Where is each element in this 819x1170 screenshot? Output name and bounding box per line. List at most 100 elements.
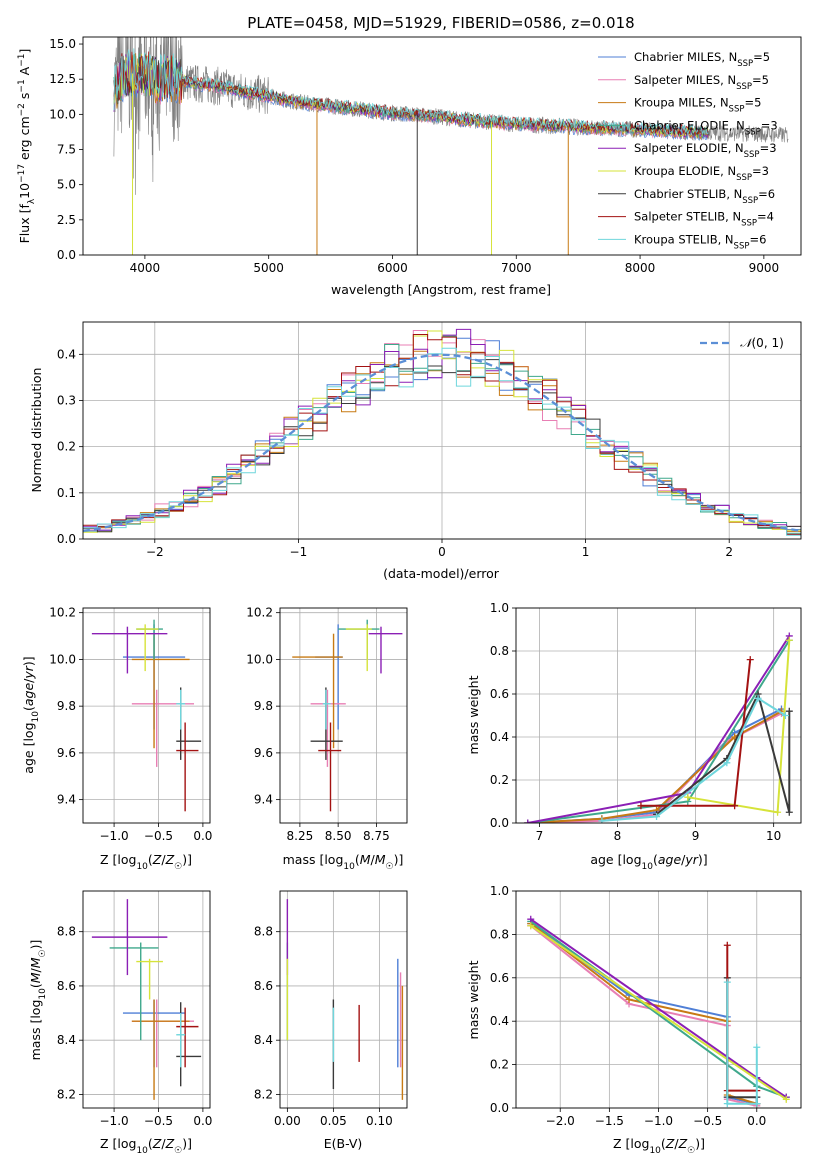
x-tick-label: −1.5 [595,1114,624,1128]
label-part: Z [665,1136,675,1151]
label-part: ( [661,1136,666,1151]
label-part: ☉ [386,862,394,872]
x-tick-label: 8000 [625,261,656,275]
y-tick-label: 2.5 [57,213,76,227]
label-part: 10 [136,1146,148,1156]
x-tick-label: 0.0 [193,1114,212,1128]
y-tick-label: 1.0 [490,884,509,898]
weight-marker [723,941,731,949]
label-part: 10 [38,988,48,1000]
y-tick-label: 7.5 [57,143,76,157]
legend-label: Salpeter ELODIE, NSSP=3 [634,141,777,160]
legend-label: Salpeter STELIB, NSSP=4 [634,210,774,229]
y-tick-label: 10.0 [49,652,76,666]
weight-marker [625,996,633,1003]
x-tick-label: 0.0 [747,1114,766,1128]
weight-line [530,922,758,1105]
label-part: ☉ [687,1146,695,1156]
legend-count: =4 [757,210,774,224]
weight-marker [637,802,645,810]
y-axis-label: age [log10(age/yr)] [21,656,41,773]
model-spectrum-line [113,48,709,135]
label-part: M [360,852,371,867]
x-tick-label: 7000 [501,261,532,275]
x-axis-label: Z [log10(Z/Z☉)] [613,1136,705,1156]
weight-marker [785,636,793,644]
y-tick-label: 9.8 [57,699,76,713]
label-part: 10 [17,183,32,199]
x-tick-label: 0.05 [320,1114,347,1128]
label-part: ( [28,983,43,988]
y-tick-label: 8.8 [57,925,76,939]
y-tick-label: 8.2 [57,1087,76,1101]
legend-count: =5 [752,73,769,87]
label-part: ( [21,706,36,711]
label-part: ☉ [174,1146,182,1156]
label-part: 10 [31,711,41,723]
weight-marker [524,819,532,823]
weight-marker [731,802,739,810]
legend-name: Kroupa MILES, N [634,96,729,110]
label-part: −1 [17,79,27,92]
x-axis-label: wavelength [Angstrom, rest frame] [331,282,551,297]
label-part: )] [394,852,404,867]
label-part: Z [log [100,1136,136,1151]
label-part: / [161,1136,166,1151]
x-tick-label: 1 [582,545,590,559]
label-part: Flux [f [17,204,32,244]
x-axis-label: E(B-V) [324,1136,363,1151]
plot-area [527,915,790,1108]
y-tick-label: 0.0 [490,1101,509,1115]
plot-area [91,619,202,812]
y-tick-label: 10.2 [49,606,76,620]
legend-count: =3 [760,141,777,155]
weight-line [726,977,758,1104]
label-part: A [17,66,32,79]
label-part: )] [182,1136,192,1151]
model-spectrum-line [113,53,709,137]
residuals-panel: −2 −1 0 1 2 0.0 0.1 0.2 0.3 0.4 (data-model)/error… [29,321,802,581]
label-part: age [log [21,722,36,773]
gaussian-curve [83,353,801,533]
weight-line [726,982,758,1105]
y-tick-label: 0.4 [57,347,76,361]
residual-histogram [83,347,801,539]
legend-count: =6 [749,232,766,246]
label-part: 𝒩 [740,336,755,350]
weight-vs-metallicity-panel: −2.0 −1.5 −1.0 −0.5 0.0 0.0 0.2 0.4 0.6 0.8 1.0 Z [… [466,884,802,1156]
y-tick-label: 9.8 [254,699,273,713]
x-tick-label: 0.0 [193,829,212,843]
x-tick-label: 2 [725,545,733,559]
x-axis-label: Z [log10(Z/Z☉)] [100,852,192,872]
y-tick-label: 0.8 [490,644,509,658]
age-vs-mass-panel: 8.25 8.50 8.75 9.4 9.6 9.8 10.0 10.2 mass [log10… [246,606,408,872]
weight-marker [723,1100,731,1108]
y-axis-label: mass weight [466,675,481,754]
legend-sub: SSP [736,173,752,183]
label-part: Z [log [613,1136,649,1151]
legend-label: Salpeter MILES, NSSP=5 [634,73,769,92]
x-axis-label: (data-model)/error [383,566,500,581]
y-tick-label: 1.0 [490,601,509,615]
axes-frame [82,36,802,256]
label-part: 10 [343,862,355,872]
y-tick-label: 0.1 [57,486,76,500]
legend-sub: SSP [737,59,753,69]
y-tick-label: 0.2 [57,440,76,454]
label-part: (0, 1) [752,336,784,350]
legend-name: Kroupa ELODIE, N [634,164,736,178]
legend-sub: SSP [734,241,750,251]
mass-vs-metallicity-panel: −1.0 −0.5 0.08.28.48.68.8Z [log10(Z/Z☉)]ma… [28,890,212,1156]
spectrum-panel: 4000 5000 6000 7000 8000 9000 0.0 2.5 5.0 7.5 10.0… [17,36,802,297]
y-tick-label: 10.0 [49,107,76,121]
y-tick-label: 10.2 [246,606,273,620]
label-part: M [375,852,386,867]
y-tick-label: 0.0 [57,532,76,546]
x-tick-label: −2.0 [546,1114,575,1128]
y-axis-label: mass weight [466,960,481,1039]
label-part: Z [152,852,162,867]
label-part: ☉ [38,949,48,957]
label-part: / [21,678,36,683]
legend-name: Salpeter ELODIE, N [634,141,744,155]
y-tick-label: 0.0 [57,248,76,262]
